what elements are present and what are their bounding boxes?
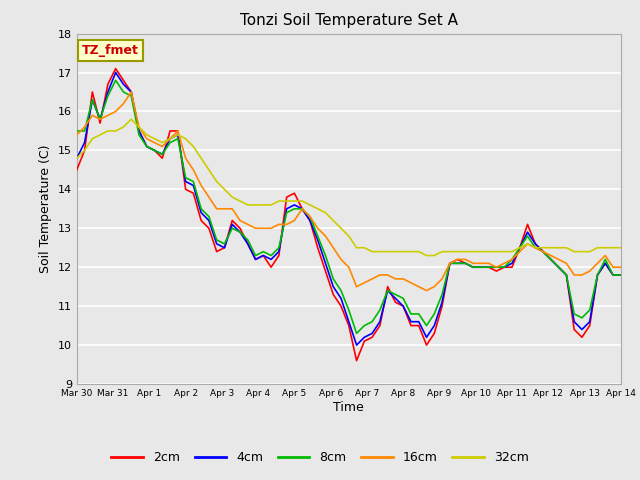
X-axis label: Time: Time: [333, 401, 364, 414]
Y-axis label: Soil Temperature (C): Soil Temperature (C): [39, 144, 52, 273]
Legend: 2cm, 4cm, 8cm, 16cm, 32cm: 2cm, 4cm, 8cm, 16cm, 32cm: [106, 446, 534, 469]
Text: TZ_fmet: TZ_fmet: [82, 44, 139, 57]
Title: Tonzi Soil Temperature Set A: Tonzi Soil Temperature Set A: [240, 13, 458, 28]
